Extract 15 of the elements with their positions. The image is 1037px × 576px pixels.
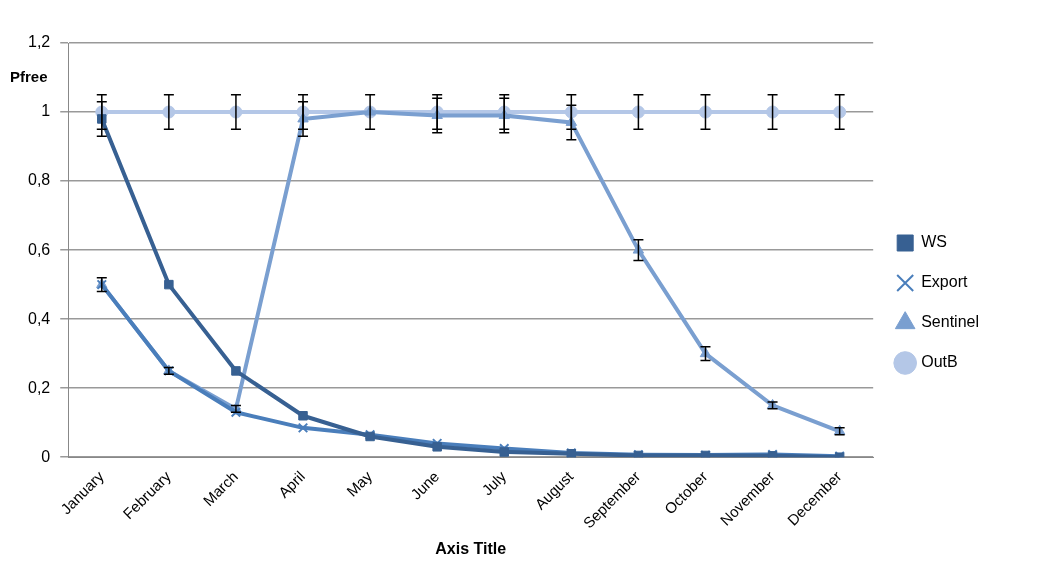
y-tick-label: 1,2 xyxy=(27,33,51,51)
legend-label: Sentinel xyxy=(921,313,980,331)
y-axis-title: Pfree xyxy=(10,68,48,86)
legend-label: WS xyxy=(921,233,947,251)
y-tick-label: 0,8 xyxy=(27,171,51,189)
y-tick-label: 0,4 xyxy=(27,309,51,327)
y-tick-label: 0 xyxy=(41,447,51,465)
x-tick-label: July xyxy=(478,467,510,499)
x-tick-label: May xyxy=(343,467,376,500)
y-tick-label: 0,6 xyxy=(27,240,51,258)
legend-label: Export xyxy=(921,273,968,291)
y-tick-label: 1 xyxy=(41,102,51,120)
y-tick-label: 0,2 xyxy=(27,378,51,396)
legend-label: OutB xyxy=(921,353,958,371)
x-axis-title: Axis Title xyxy=(435,539,507,557)
